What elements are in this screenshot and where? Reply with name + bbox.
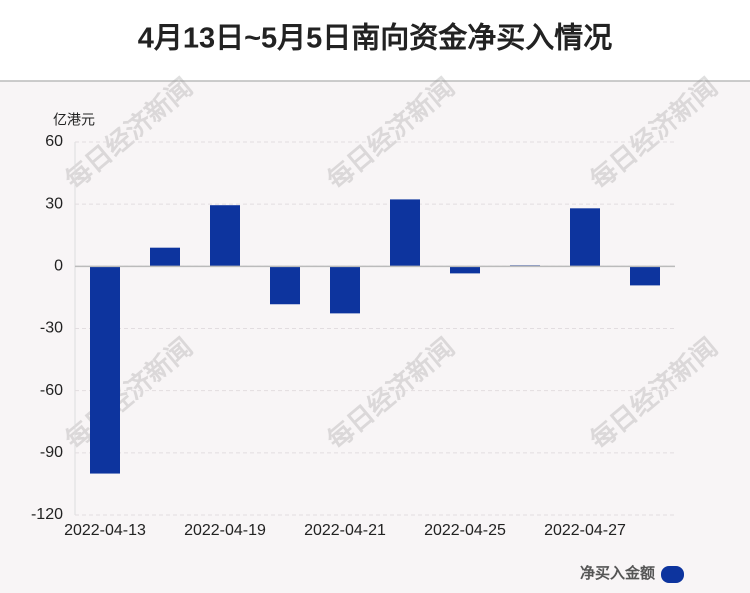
- y-tick-label: -30: [40, 320, 63, 337]
- legend-swatch: [661, 566, 684, 583]
- bar: [90, 266, 120, 474]
- bar: [450, 266, 480, 274]
- y-tick-label: 30: [45, 195, 63, 212]
- bar: [330, 266, 360, 314]
- y-tick-label: 60: [45, 133, 63, 150]
- unit-label: 亿港元: [53, 112, 95, 128]
- x-tick-label: 2022-04-25: [424, 522, 506, 539]
- bar: [570, 208, 600, 267]
- y-tick-label: -120: [31, 506, 63, 523]
- x-tick-label: 2022-04-27: [544, 522, 626, 539]
- bar: [270, 266, 300, 305]
- legend-label: 净买入金额: [580, 564, 655, 582]
- title-band: [0, 0, 750, 81]
- bar: [150, 247, 180, 267]
- x-tick-label: 2022-04-13: [64, 522, 146, 539]
- bar: [630, 266, 660, 286]
- x-tick-label: 2022-04-19: [184, 522, 266, 539]
- x-tick-label: 2022-04-21: [304, 522, 386, 539]
- chart-title: 4月13日~5月5日南向资金净买入情况: [138, 21, 613, 55]
- y-tick-label: -60: [40, 382, 63, 399]
- bar: [210, 205, 240, 267]
- y-tick-label: -90: [40, 444, 63, 461]
- bar: [390, 199, 420, 267]
- y-tick-label: 0: [54, 258, 63, 275]
